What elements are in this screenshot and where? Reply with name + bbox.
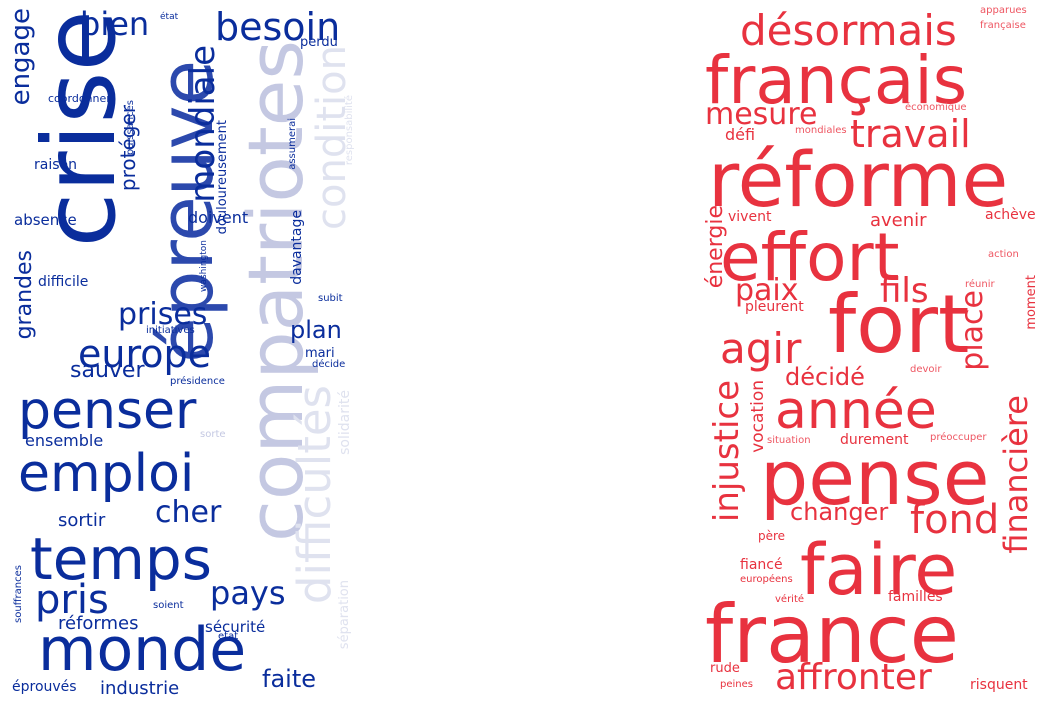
cloud-word: pays — [210, 574, 286, 612]
cloud-word: difficile — [38, 274, 89, 290]
cloud-word: familles — [888, 589, 943, 605]
cloud-word: français — [705, 42, 968, 119]
cloud-word: sortir — [58, 510, 106, 531]
cloud-word: besoin — [215, 5, 341, 49]
cloud-word: place — [955, 290, 990, 371]
cloud-word: penser — [18, 381, 197, 441]
word-cloud-left: crise épreuve compatriotes condition difficu… — [0, 0, 360, 713]
cloud-word: coordonner — [48, 92, 111, 105]
cloud-word: apparues — [980, 5, 1027, 16]
cloud-word: présidence — [170, 376, 225, 387]
cloud-word: père — [758, 529, 786, 543]
cloud-word: désormais — [740, 6, 957, 55]
cloud-word: davantage — [289, 210, 305, 285]
cloud-word: perdu — [300, 35, 338, 50]
cloud-word: emploi — [18, 444, 195, 504]
cloud-word: pense — [760, 433, 990, 522]
cloud-word: défi — [725, 125, 756, 144]
cloud-word: sauver — [70, 358, 145, 383]
cloud-word: affronter — [775, 657, 932, 698]
cloud-word: raison — [34, 157, 77, 173]
cloud-word: réunir — [965, 279, 995, 290]
cloud-word: fils — [880, 271, 929, 311]
word-cloud-right: français réforme désormais effort fort pense f… — [700, 0, 1060, 713]
cloud-word: mesure — [705, 97, 818, 132]
cloud-word: monde — [38, 615, 247, 685]
cloud-word: pris — [35, 577, 109, 623]
cloud-word: décide — [312, 359, 346, 370]
cloud-word: absence — [14, 211, 77, 229]
cloud-word: souffrances — [13, 565, 24, 623]
cloud-word: paix — [735, 273, 799, 308]
cloud-word: vérité — [775, 594, 805, 605]
cloud-word: sorte — [200, 429, 226, 440]
cloud-word: ensemble — [25, 431, 104, 450]
cloud-word: prises — [118, 297, 208, 332]
cloud-word: fond — [910, 497, 1000, 543]
cloud-word: solidarité — [337, 390, 353, 455]
cloud-word: année — [775, 381, 937, 441]
cloud-word: situation — [767, 435, 811, 446]
cloud-word: économique — [905, 102, 967, 113]
cloud-word: initiatives — [146, 325, 195, 336]
cloud-word: vivent — [728, 209, 772, 225]
cloud-word: européens — [740, 574, 793, 585]
cloud-word: responsabilité — [344, 95, 355, 166]
cloud-word: réforme — [708, 135, 1009, 224]
cloud-word: europe — [78, 332, 211, 376]
cloud-word: mondiales — [795, 125, 847, 136]
cloud-word: subit — [318, 293, 343, 304]
cloud-word: avenir — [870, 210, 927, 231]
cloud-word: etat — [218, 631, 239, 642]
cloud-word: temps — [30, 525, 212, 593]
cloud-word: difficultés — [288, 385, 341, 605]
cloud-word: faite — [262, 665, 316, 693]
cloud-word: bien — [80, 5, 150, 43]
cloud-word: changer — [790, 498, 889, 526]
cloud-word: washington — [199, 240, 209, 292]
cloud-word: éprouvés — [12, 679, 77, 695]
cloud-word: faire — [800, 529, 958, 611]
cloud-word: doivent — [188, 208, 249, 227]
cloud-word: peines — [720, 679, 753, 690]
cloud-word: préoccuper — [930, 432, 987, 443]
cloud-word: état — [160, 12, 179, 22]
cloud-word: action — [988, 249, 1019, 260]
cloud-word: injustice — [707, 380, 747, 523]
cloud-word: cher — [155, 495, 222, 530]
cloud-word: énergie — [703, 205, 728, 289]
cloud-word: durement — [840, 432, 909, 448]
cloud-word: mari — [305, 346, 335, 361]
cloud-word: sécurité — [205, 618, 266, 636]
cloud-word: assumerai — [287, 118, 298, 170]
cloud-word: moment — [1024, 275, 1039, 330]
cloud-word: france — [705, 588, 959, 681]
cloud-word: française — [980, 20, 1026, 31]
cloud-word: travail — [850, 112, 971, 156]
cloud-word: risquent — [970, 677, 1028, 693]
cloud-word: vocation — [748, 380, 768, 453]
cloud-word: plan — [290, 316, 342, 344]
cloud-word: réformes — [58, 613, 139, 634]
cloud-word: séparation — [337, 580, 352, 650]
cloud-word: fort — [828, 278, 970, 371]
cloud-word: achève — [985, 207, 1036, 223]
cloud-word: fiancé — [740, 557, 783, 573]
cloud-word: agir — [720, 324, 802, 373]
cloud-word: financière — [997, 395, 1035, 554]
cloud-word: effort — [720, 219, 900, 296]
cloud-word: grandes — [12, 250, 37, 340]
cloud-word: engage — [6, 8, 36, 106]
cloud-word: décidé — [785, 363, 865, 391]
cloud-word: devoir — [910, 364, 942, 375]
cloud-word: puissances — [125, 100, 136, 156]
cloud-word: rude — [710, 661, 740, 676]
cloud-word: industrie — [100, 678, 180, 699]
cloud-word: pleurent — [745, 299, 804, 315]
cloud-word: soient — [153, 600, 184, 611]
